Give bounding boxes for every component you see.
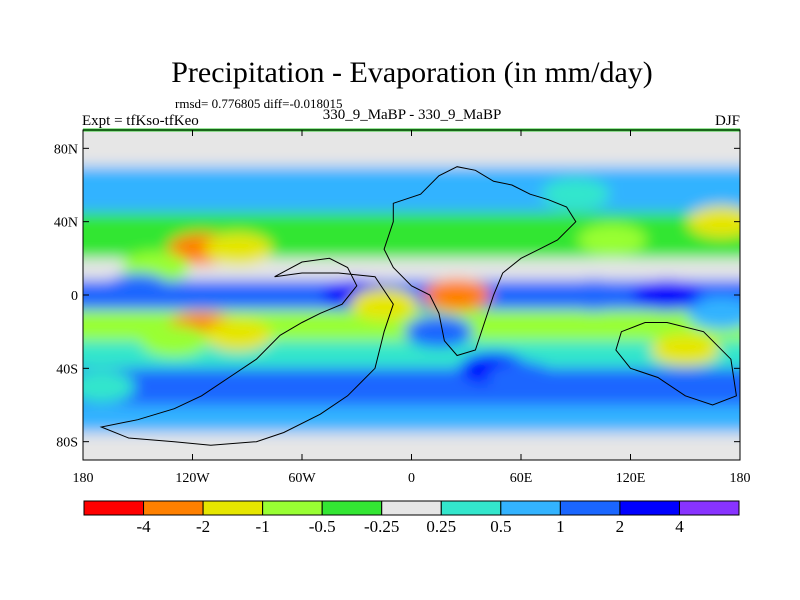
field-layer [83,130,740,460]
x-tick-label-1: 120W [175,471,210,486]
land-outline-1 [383,166,577,357]
colorbar-label-2: -1 [256,517,270,536]
y-tick-label-1: 40N [54,216,78,231]
field-blob-8 [350,288,419,321]
field-band-1 [83,166,740,213]
center-label: 330_9_MaBP - 330_9_MaBP [323,107,502,123]
field-blob-20 [268,178,336,211]
land-outline-2 [615,322,737,406]
y-tick-label-0: 80N [54,142,78,157]
colorbar-label-5: 0.25 [426,517,456,536]
colorbar-label-0: -4 [136,517,151,536]
field-blob-6 [103,273,172,306]
chart-title: Precipitation - Evaporation (in mm/day) [171,56,653,89]
colorbar-label-8: 2 [616,517,625,536]
field-band-2 [83,212,740,259]
colorbar-box-6 [440,500,502,516]
field-blob-9 [404,315,473,348]
field-blob-10 [423,279,492,311]
y-tick-label-2: 0 [71,289,78,304]
precip-field [83,130,740,460]
colorbar-box-3 [262,500,323,516]
field-blob-17 [651,334,720,366]
map-plot: 180 120W 60W 0 60E 120E 180 80N 40N 0 40S 80S [54,128,751,486]
field-blob-15 [578,224,647,256]
field-blob-13 [560,279,628,311]
x-tick-label-4: 60E [510,471,533,486]
left-label: Expt = tfKso-tfKeo [82,113,199,129]
colorbar-box-9 [619,500,680,516]
y-tick-label-3: 40S [56,362,78,377]
stats-label: rmsd= 0.776805 diff=-0.018015 [175,96,343,111]
x-tick-label-3: 0 [408,471,415,486]
colorbar-box-5 [381,500,442,516]
field-blob-12 [487,361,555,394]
field-band-7 [83,368,740,405]
x-tick-label-0: 180 [73,471,94,486]
land-outlines [99,166,737,446]
colorbar-box-0 [83,500,145,516]
x-tick-label-5: 120E [616,471,646,486]
y-axis: 80N 40N 0 40S 80S [54,142,740,451]
colorbar-box-10 [678,500,740,516]
x-axis: 180 120W 60W 0 60E 120E 180 [73,130,751,486]
right-label: DJF [715,113,740,129]
colorbar-box-1 [143,500,204,516]
x-tick-label-6: 180 [730,471,751,486]
field-blob-4 [204,319,273,352]
field-blob-16 [541,178,610,211]
field-blob-19 [687,297,740,330]
field-band-8 [83,405,740,433]
land-outline-0 [99,257,394,446]
x-tick-label-2: 60W [288,471,316,486]
colorbar-label-9: 4 [675,517,684,536]
colorbar: -4 -2 -1 -0.5 -0.25 0.25 0.5 1 2 4 [83,500,740,536]
field-blob-1 [204,233,273,266]
colorbar-box-4 [321,500,383,516]
field-band-0 [83,130,740,167]
field-blob-14 [633,279,701,311]
colorbar-label-6: 0.5 [490,517,511,536]
field-blob-18 [687,205,740,238]
colorbar-box-7 [500,500,561,516]
field-blob-5 [140,324,209,357]
colorbar-label-4: -0.25 [364,517,399,536]
colorbar-box-8 [559,500,621,516]
colorbar-label-1: -2 [196,517,210,536]
colorbar-label-3: -0.5 [309,517,336,536]
colorbar-box-2 [202,500,264,516]
field-blob-21 [83,370,136,403]
y-tick-label-4: 80S [56,436,78,451]
colorbar-label-7: 1 [556,517,565,536]
